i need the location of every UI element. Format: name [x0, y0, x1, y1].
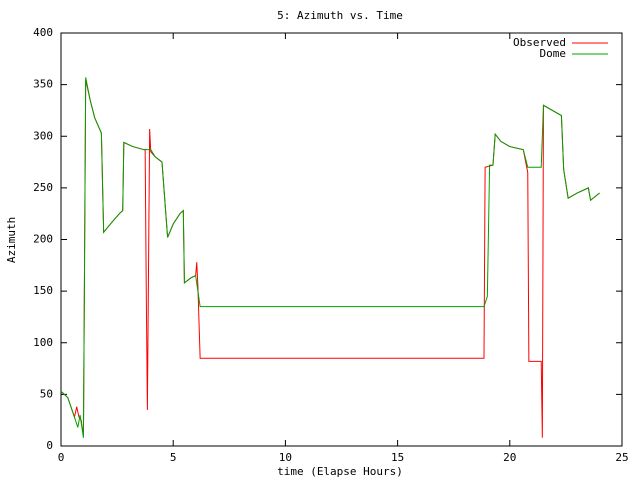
y-tick-label: 100 — [33, 336, 53, 349]
x-tick-label: 0 — [58, 451, 65, 464]
x-tick-label: 20 — [503, 451, 516, 464]
y-tick-label: 250 — [33, 181, 53, 194]
x-tick-label: 10 — [279, 451, 292, 464]
y-tick-label: 200 — [33, 233, 53, 246]
legend-label: Dome — [540, 47, 567, 60]
y-tick-label: 0 — [46, 439, 53, 452]
series-line — [60, 77, 600, 438]
y-tick-label: 350 — [33, 78, 53, 91]
x-tick-label: 15 — [391, 451, 404, 464]
y-tick-label: 300 — [33, 129, 53, 142]
x-tick-label: 5 — [170, 451, 177, 464]
y-tick-label: 50 — [40, 387, 53, 400]
y-tick-label: 150 — [33, 284, 53, 297]
x-tick-label: 25 — [615, 451, 628, 464]
y-tick-label: 400 — [33, 26, 53, 39]
y-axis-label: Azimuth — [5, 217, 18, 263]
x-axis-label: time (Elapse Hours) — [277, 465, 403, 478]
chart-title: 5: Azimuth vs. Time — [277, 9, 403, 22]
legend-label: Observed — [513, 36, 566, 49]
